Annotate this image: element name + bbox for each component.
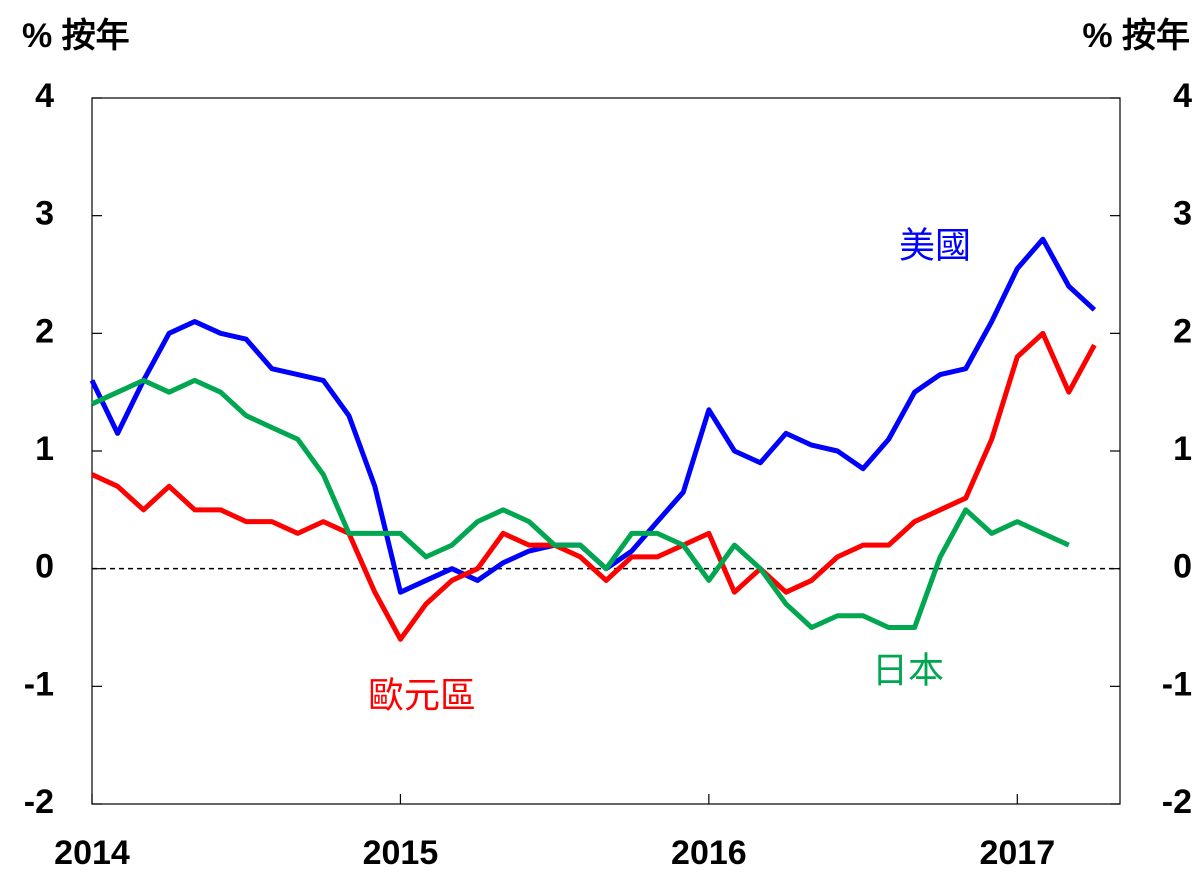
x-tick-label: 2017 [979,834,1055,872]
series-line [89,236,1097,595]
y-tick-label: 2 [35,312,54,350]
series-label: 歐元區 [368,675,476,716]
y2-tick-label: 2 [1173,312,1192,350]
x-tick-label: 2015 [363,834,439,872]
series-line [90,330,1097,642]
y2-tick-label: -2 [1162,783,1192,821]
y-tick-label: 4 [35,77,54,115]
x-tick-label: 2016 [671,834,747,872]
series-label: 美國 [899,225,971,266]
y2-axis-label: % 按年 [1082,17,1190,55]
y-tick-label: 3 [35,195,54,233]
y2-tick-label: -1 [1162,665,1192,703]
series-line [90,377,1070,630]
y2-tick-label: 3 [1173,195,1192,233]
y-tick-label: 0 [35,548,54,586]
plot-frame [91,97,1121,805]
y-tick-label: 1 [35,430,54,468]
y2-tick-label: 0 [1173,548,1192,586]
y-tick-label: -1 [24,665,54,703]
y2-tick-label: 1 [1173,430,1192,468]
x-tick-label: 2014 [54,834,130,872]
series-label: 日本 [872,650,944,691]
y-axis-label: % 按年 [22,17,130,55]
y-tick-label: -2 [24,783,54,821]
y2-tick-label: 4 [1173,77,1192,115]
